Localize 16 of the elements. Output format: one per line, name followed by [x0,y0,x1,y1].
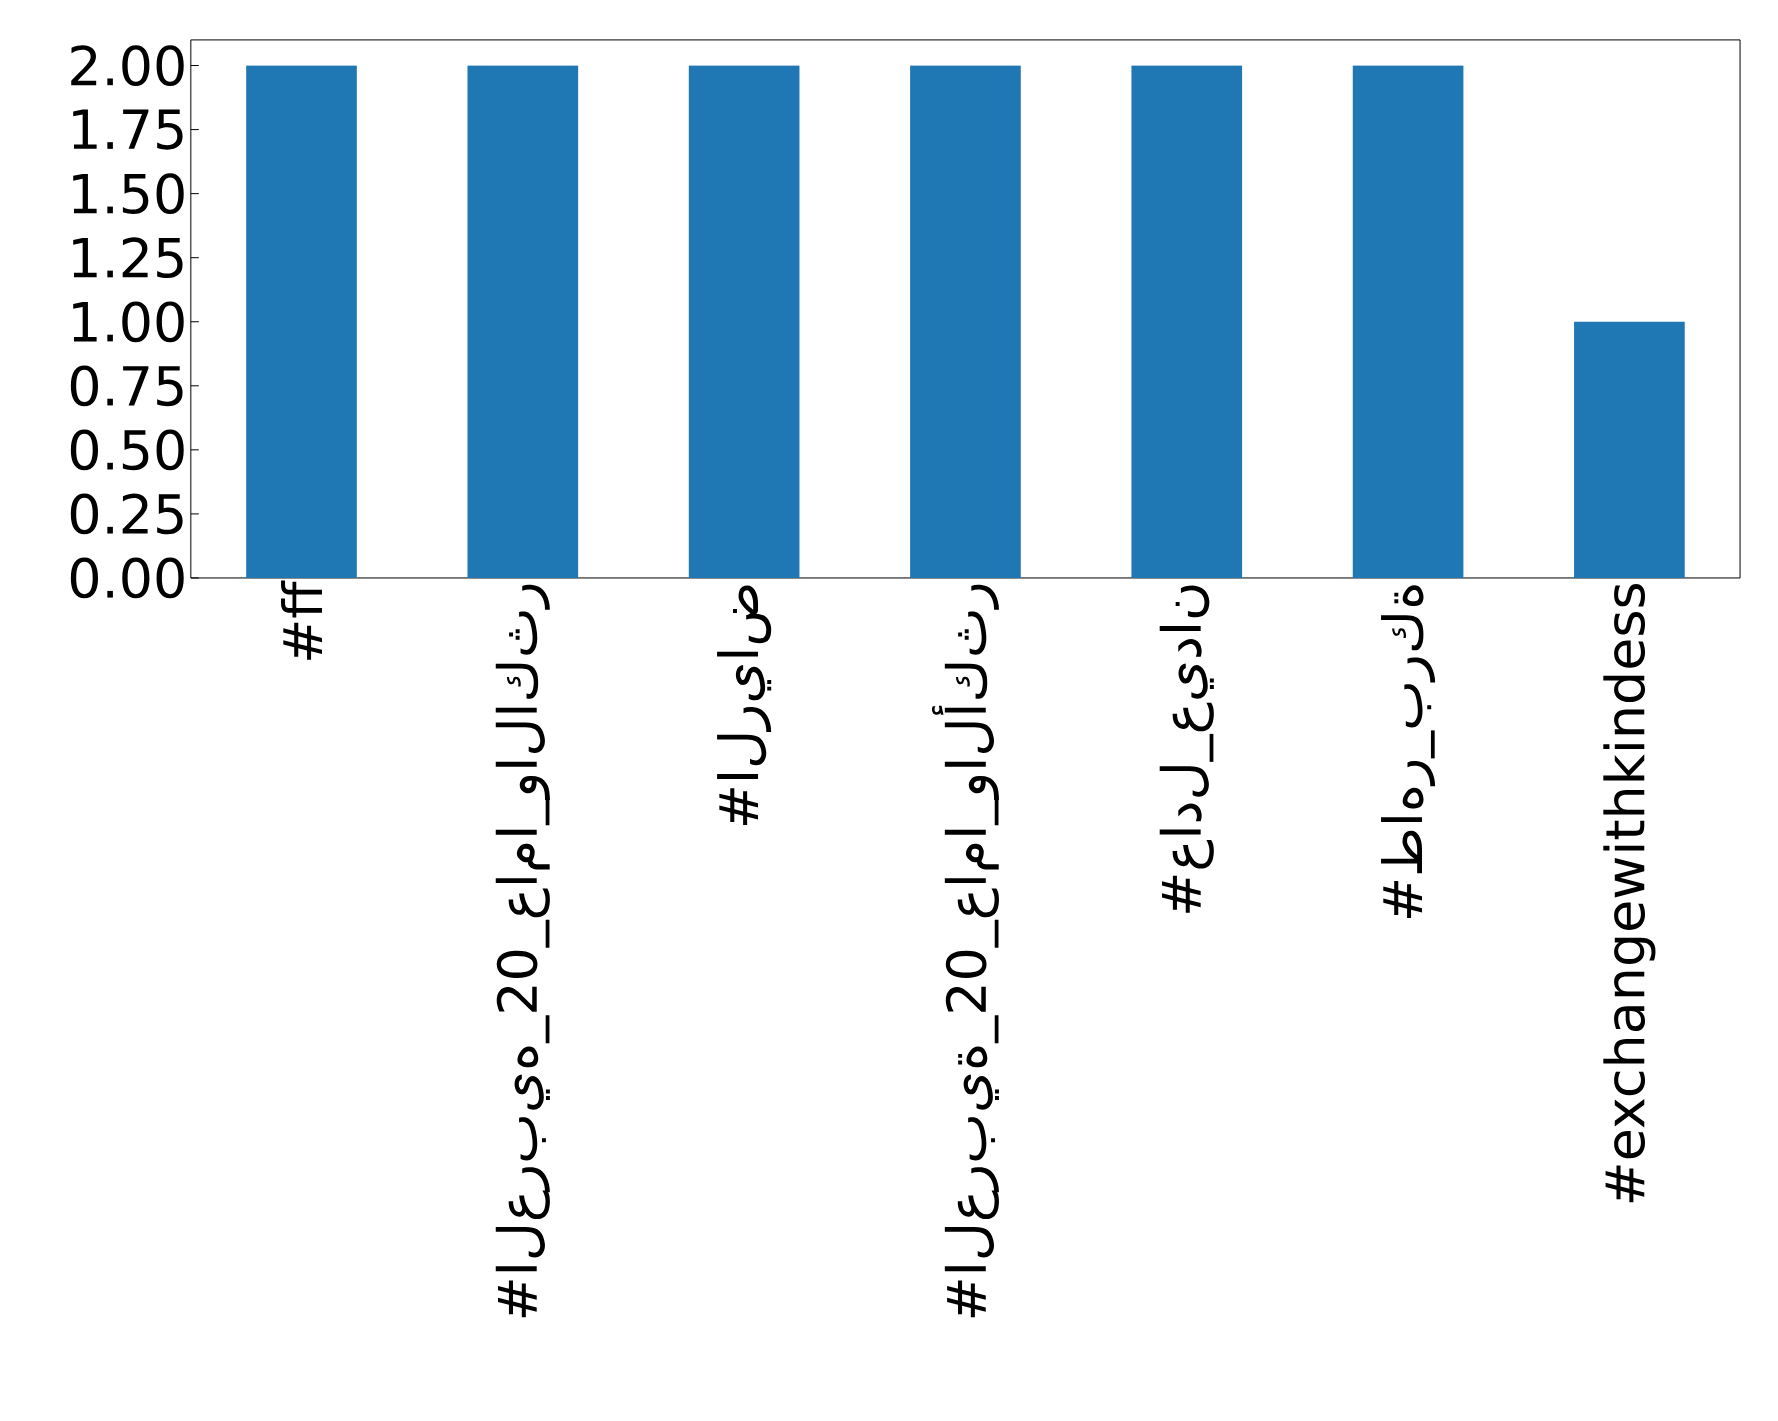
x-tick-label: #العربية_20_عاما_والأكثر [931,584,999,1318]
y-tick-label: 1.00 [73,301,184,342]
x-tick-label: #الرياض [717,585,772,825]
y-tick-label: 1.50 [73,173,184,214]
y-tick-label: 1.75 [73,109,183,150]
y-tick-label: 1.25 [73,237,183,278]
y-tick-label: 0.25 [70,493,183,535]
x-tick-label: #ff [281,580,322,660]
y-tick-label: 2.00 [71,44,184,86]
y-tick-label: 0.00 [70,557,184,599]
y-tick-label: 0.50 [70,429,184,471]
x-tick-label: #عادل_عيدان [1159,585,1214,913]
x-tick-label: #طاهر_بركة [1381,585,1436,918]
x-tick-label: #exchangewithkindess [1603,583,1656,1203]
y-tick-label: 0.75 [70,365,183,406]
x-tick-label: #العربيه_20_عاما_والاكثر [495,584,550,1318]
